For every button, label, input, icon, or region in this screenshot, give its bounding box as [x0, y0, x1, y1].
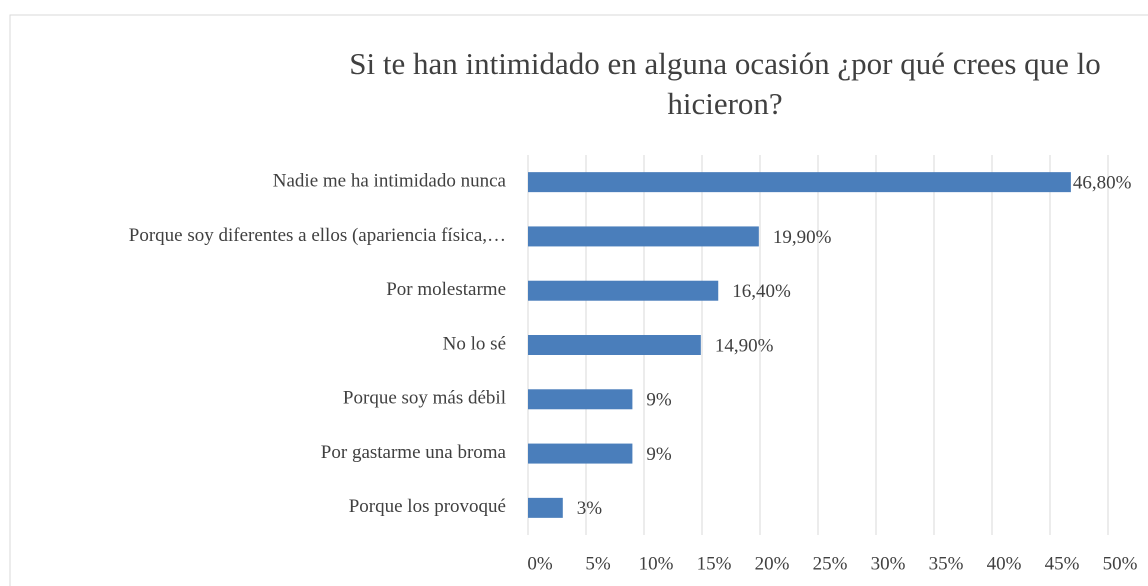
- chart-title: Si te han intimidado en alguna ocasión ¿…: [349, 46, 1101, 121]
- x-tick-label: 0%: [527, 553, 553, 574]
- x-tick-label: 35%: [929, 553, 964, 574]
- bar: [528, 172, 1071, 193]
- bar: [528, 226, 759, 247]
- x-tick-label: 30%: [871, 553, 906, 574]
- y-tick-label: Porque soy más débil: [343, 388, 506, 409]
- bar: [528, 335, 701, 355]
- x-tick-label: 45%: [1045, 553, 1080, 574]
- data-label: 14,90%: [715, 335, 774, 356]
- x-tick-label: 40%: [987, 553, 1022, 574]
- x-tick-label: 25%: [813, 553, 848, 574]
- data-label: 16,40%: [732, 281, 791, 302]
- data-label: 3%: [577, 498, 603, 519]
- x-tick-label: 5%: [585, 553, 611, 574]
- x-tick-label: 15%: [697, 553, 732, 574]
- y-tick-label: Nadie me ha intimidado nunca: [273, 171, 507, 192]
- bar: [528, 443, 633, 464]
- x-tick-label: 10%: [639, 553, 674, 574]
- y-tick-label: Porque los provoqué: [349, 496, 506, 517]
- data-label: 46,80%: [1073, 173, 1132, 194]
- y-tick-label: Porque soy diferentes a ellos (aparienci…: [129, 225, 506, 246]
- y-tick-label: No lo sé: [443, 333, 506, 354]
- data-label: 19,90%: [773, 227, 832, 248]
- x-tick-label: 50%: [1103, 553, 1138, 574]
- chart-frame: [9, 14, 1148, 586]
- bar: [528, 389, 633, 410]
- y-tick-label: Por gastarme una broma: [321, 442, 507, 463]
- x-tick-label: 20%: [755, 553, 790, 574]
- data-label: 9%: [646, 390, 672, 411]
- bar: [528, 497, 563, 518]
- y-tick-label: Por molestarme: [386, 279, 506, 300]
- data-label: 9%: [646, 444, 672, 465]
- bar: [528, 280, 719, 301]
